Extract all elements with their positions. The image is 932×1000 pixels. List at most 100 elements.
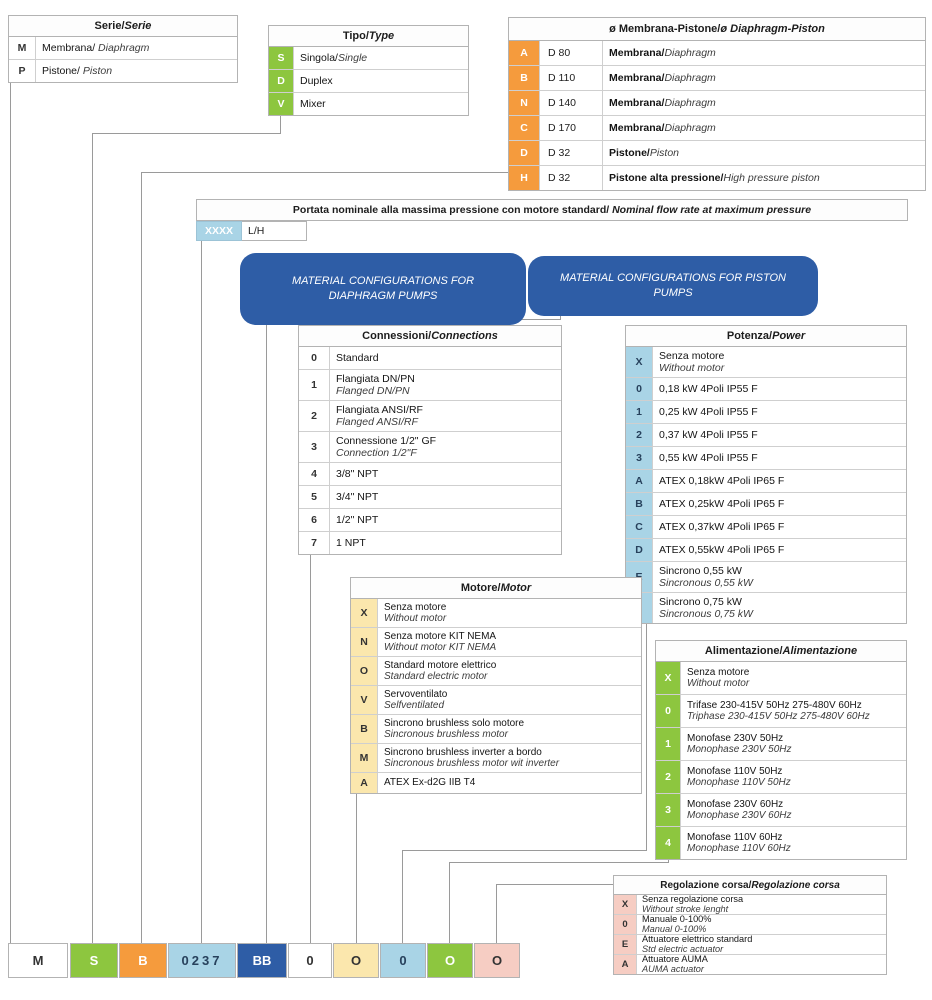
row-desc: Senza motore Without motor: [681, 662, 906, 694]
row-desc: 0,18 kW 4Poli IP55 F: [653, 378, 906, 400]
material-config-diaphragm-button[interactable]: MATERIAL CONFIGURATIONS FOR DIAPHRAGM PU…: [240, 253, 526, 325]
tipo-table: Tipo/Type S Singola/Single D Duplex V Mi…: [268, 25, 469, 116]
it-label: Sincrono 0,75 kW: [659, 595, 742, 608]
row-desc: Senza motore Without motor: [378, 599, 641, 627]
code-cell: 4: [656, 827, 681, 859]
it-label: Sincrono 0,55 kW: [659, 564, 742, 577]
it-label: Attuatore elettrico standard: [642, 935, 753, 944]
table-row: D D 32 Pistone/Piston: [509, 140, 925, 165]
code-cell: 0: [299, 347, 330, 369]
row-desc: Membrana/ Diaphragm: [36, 37, 237, 59]
potenza-header: Potenza/Power: [626, 326, 906, 347]
code-cell: X: [656, 662, 681, 694]
code-cell: A: [351, 773, 378, 793]
it-label: Standard: [336, 351, 379, 364]
code-cell: A: [614, 955, 637, 974]
diameter-cell: D 140: [540, 91, 603, 115]
row-desc: Membrana/Diaphragm: [603, 66, 925, 90]
it-label: Membrana/: [609, 121, 665, 134]
code-cell: M: [351, 744, 378, 772]
table-row: 3 Monofase 230V 60Hz Monophase 230V 60Hz: [656, 793, 906, 826]
table-row: 5 3/4" NPT: [299, 485, 561, 508]
code-cell: 7: [299, 532, 330, 554]
connector-connessioni: [310, 547, 311, 943]
portata-header: Portata nominale alla massima pressione …: [196, 199, 908, 221]
it-label: 0,55 kW 4Poli IP55 F: [659, 451, 758, 464]
code-cell: D: [509, 141, 540, 165]
table-row: O Standard motore elettrico Standard elec…: [351, 656, 641, 685]
code-cell: 0: [614, 915, 637, 934]
row-desc: Mixer: [294, 93, 468, 115]
it-label: Sincrono brushless inverter a bordo: [384, 746, 542, 758]
en-label: Sincronous brushless motor wit inverter: [384, 758, 560, 769]
row-desc: Monofase 230V 50Hz Monophase 230V 50Hz: [681, 728, 906, 760]
diameter-cell: D 32: [540, 141, 603, 165]
motore-header: Motore/Motor: [351, 578, 641, 599]
connector-alimentazione-horizontal: [449, 862, 669, 863]
code-cell: E: [614, 935, 637, 954]
table-row: 2 0,37 kW 4Poli IP55 F: [626, 423, 906, 446]
it-label: Mixer: [300, 97, 326, 110]
connector-membrana: [141, 172, 142, 943]
potenza-table: Potenza/Power X Senza motore Without moto…: [625, 325, 907, 624]
row-desc: Pistone/Piston: [603, 141, 925, 165]
row-desc: Servoventilato Selfventilated: [378, 686, 641, 714]
table-row: V Servoventilato Selfventilated: [351, 685, 641, 714]
membrana-header: ø Membrana-Pistone/ø Diaphragm-Piston: [509, 18, 925, 41]
en-label: Without motor: [384, 613, 447, 624]
portata-row: XXXX L/H: [196, 221, 307, 241]
it-label: Membrana/: [609, 96, 665, 109]
code-cell: B: [351, 715, 378, 743]
it-label: Singola/: [300, 51, 338, 64]
code-cell: 4: [299, 463, 330, 485]
en-label: Monophase 230V 50Hz: [687, 744, 792, 755]
row-desc: Senza regolazione corsa Without stroke le…: [637, 895, 886, 914]
code-box-membrana: B: [119, 943, 167, 978]
row-desc: 0,25 kW 4Poli IP55 F: [653, 401, 906, 423]
header-en: Power: [772, 330, 806, 342]
en-label: Selfventilated: [384, 700, 445, 711]
diameter-cell: D 80: [540, 41, 603, 65]
table-row: 7 1 NPT: [299, 531, 561, 554]
en-label: Sincronous brushless motor: [384, 729, 508, 740]
row-desc: Flangiata ANSI/RF Flanged ANSI/RF: [330, 401, 561, 431]
code-box-material: BB: [237, 943, 287, 978]
row-desc: ATEX 0,18kW 4Poli IP65 F: [653, 470, 906, 492]
regolazione-table: Regolazione corsa/Regolazione corsa X Se…: [613, 875, 887, 975]
header-it: Portata nominale alla massima pressione …: [292, 204, 613, 216]
en-label: Without motor: [687, 678, 750, 689]
row-desc: Membrana/Diaphragm: [603, 91, 925, 115]
table-row: 0 0,18 kW 4Poli IP55 F: [626, 377, 906, 400]
en-label: Flanged ANSI/RF: [336, 416, 418, 428]
table-row: 0 Manuale 0-100% Manual 0-100%: [614, 914, 886, 934]
row-desc: Standard: [330, 347, 561, 369]
table-row: M Sincrono brushless inverter a bordo Sin…: [351, 743, 641, 772]
header-en: Regolazione corsa: [751, 879, 840, 891]
it-label: 0,25 kW 4Poli IP55 F: [659, 405, 758, 418]
row-desc: 0,55 kW 4Poli IP55 F: [653, 447, 906, 469]
it-label: ATEX 0,37kW 4Poli IP65 F: [659, 520, 785, 533]
material-config-piston-button[interactable]: MATERIAL CONFIGURATIONS FOR PISTON PUMPS: [528, 256, 818, 316]
it-label: Senza motore KIT NEMA: [384, 630, 497, 642]
table-row: D ATEX 0,55kW 4Poli IP65 F: [626, 538, 906, 561]
table-row: 1 0,25 kW 4Poli IP55 F: [626, 400, 906, 423]
table-row: V Mixer: [269, 92, 468, 115]
en-label: Sincronous 0,75 kW: [659, 608, 753, 620]
header-it: Motore/: [460, 582, 501, 594]
en-label: Flanged DN/PN: [336, 385, 410, 397]
table-row: B Sincrono brushless solo motore Sincrono…: [351, 714, 641, 743]
it-label: Membrana/: [42, 41, 99, 54]
it-label: Membrana/: [609, 46, 665, 59]
row-desc: Standard motore elettrico Standard electr…: [378, 657, 641, 685]
header-en: Serie: [124, 20, 152, 32]
code-cell: A: [509, 41, 540, 65]
row-desc: Attuatore AUMA AUMA actuator: [637, 955, 886, 974]
it-label: Senza motore: [659, 349, 725, 362]
code-box-motore: O: [333, 943, 379, 978]
it-label: Monofase 110V 50Hz: [687, 765, 783, 777]
code-cell: B: [626, 493, 653, 515]
table-row: X Senza motore Without motor: [656, 662, 906, 694]
row-desc: Membrana/Diaphragm: [603, 41, 925, 65]
